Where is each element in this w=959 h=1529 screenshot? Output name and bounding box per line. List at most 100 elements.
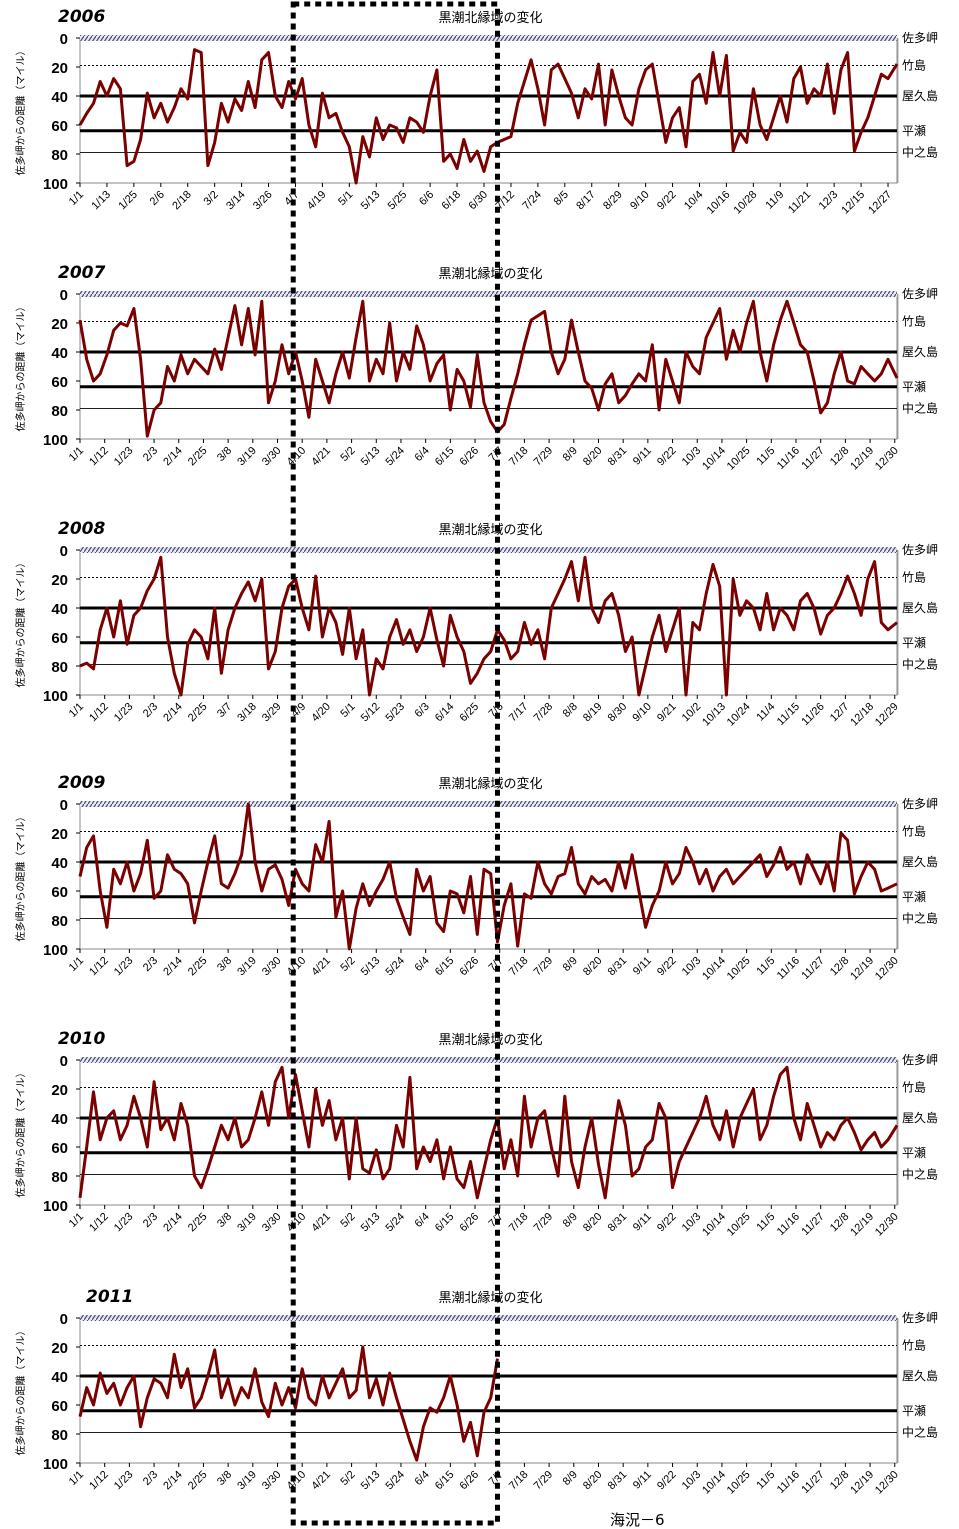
x-tick-label: 1/1 bbox=[67, 445, 86, 464]
ref-label-1: 竹島 bbox=[902, 824, 926, 839]
x-tick-label: 1/23 bbox=[112, 955, 136, 979]
x-tick-label: 5/2 bbox=[338, 1211, 357, 1230]
year-label: 2009 bbox=[58, 773, 105, 793]
ref-label-3: 平瀬 bbox=[902, 890, 926, 904]
x-tick-label: 2/3 bbox=[141, 955, 160, 974]
x-tick-label: 5/13 bbox=[359, 1211, 383, 1235]
y-tick-label: 60 bbox=[51, 118, 68, 135]
x-tick-label: 8/8 bbox=[561, 701, 580, 720]
x-tick-label: 11/15 bbox=[775, 701, 802, 728]
x-tick-label: 12/29 bbox=[873, 701, 901, 729]
x-tick-label: 3/30 bbox=[260, 445, 284, 469]
x-tick-label: 6/26 bbox=[458, 955, 482, 979]
chart-title: 黒潮北縁域の変化 bbox=[438, 1032, 542, 1048]
chart-title: 黒潮北縁域の変化 bbox=[438, 266, 542, 282]
series-line-2006 bbox=[78, 48, 899, 185]
x-tick-label: 10/4 bbox=[682, 189, 706, 213]
ref-line-0 bbox=[80, 801, 897, 807]
x-tick-label: 8/9 bbox=[561, 1469, 580, 1488]
ref-label-2: 屋久島 bbox=[902, 854, 938, 869]
x-tick-label: 6/6 bbox=[417, 189, 436, 208]
x-tick-label: 5/24 bbox=[383, 1469, 407, 1493]
x-tick-label: 8/20 bbox=[581, 445, 605, 469]
x-tick-label: 11/21 bbox=[786, 189, 813, 216]
x-tick-label: 9/22 bbox=[655, 445, 679, 469]
x-tick-label: 3/19 bbox=[235, 955, 259, 979]
ref-label-0: 佐多岬 bbox=[902, 1311, 938, 1325]
x-tick-label: 11/5 bbox=[754, 1211, 777, 1234]
y-tick-label: 40 bbox=[51, 1369, 68, 1386]
x-tick-label: 5/13 bbox=[359, 955, 383, 979]
x-tick-label: 3/7 bbox=[215, 701, 234, 720]
x-tick-label: 5/24 bbox=[383, 955, 407, 979]
x-tick-label: 1/23 bbox=[112, 701, 136, 725]
ref-label-1: 竹島 bbox=[902, 1338, 926, 1353]
y-tick-label: 60 bbox=[51, 884, 68, 901]
y-axis-label: 佐多岬からの距離（マイル） bbox=[14, 812, 27, 942]
x-tick-label: 7/17 bbox=[507, 701, 531, 725]
x-tick-label: 6/14 bbox=[433, 701, 457, 725]
x-tick-label: 7/29 bbox=[532, 1469, 556, 1493]
x-tick-label: 11/5 bbox=[754, 1469, 777, 1492]
x-tick-label: 10/25 bbox=[725, 1469, 753, 1497]
x-tick-label: 7/18 bbox=[507, 955, 531, 979]
series-line-2009 bbox=[78, 802, 898, 951]
x-tick-label: 6/26 bbox=[458, 445, 482, 469]
x-tick-label: 7/24 bbox=[520, 189, 544, 213]
year-label: 2011 bbox=[86, 1287, 133, 1307]
y-tick-label: 40 bbox=[51, 855, 68, 872]
ref-label-0: 佐多岬 bbox=[902, 31, 938, 45]
x-tick-label: 7/29 bbox=[532, 955, 556, 979]
x-tick-label: 5/12 bbox=[359, 701, 383, 725]
x-tick-label: 3/19 bbox=[235, 445, 259, 469]
y-tick-label: 0 bbox=[60, 1311, 68, 1328]
ref-label-4: 中之島 bbox=[902, 657, 938, 672]
x-tick-label: 9/22 bbox=[655, 1469, 679, 1493]
x-tick-label: 6/4 bbox=[412, 445, 431, 464]
x-tick-label: 8/31 bbox=[606, 1469, 630, 1493]
x-tick-label: 11/16 bbox=[775, 1469, 802, 1496]
y-tick-label: 80 bbox=[51, 1169, 68, 1186]
x-tick-label: 1/25 bbox=[116, 189, 140, 213]
plot-frame bbox=[79, 803, 898, 950]
y-tick-label: 0 bbox=[60, 31, 68, 48]
x-tick-label: 5/13 bbox=[359, 1469, 383, 1493]
x-tick-label: 8/31 bbox=[606, 955, 630, 979]
x-tick-label: 4/19 bbox=[305, 189, 329, 213]
x-tick-label: 3/8 bbox=[215, 445, 234, 464]
x-tick-label: 3/8 bbox=[215, 955, 234, 974]
x-tick-label: 5/2 bbox=[338, 955, 357, 974]
series-line-2008 bbox=[79, 555, 898, 697]
ref-label-3: 平瀬 bbox=[902, 380, 926, 394]
y-axis-label: 佐多岬からの距離（マイル） bbox=[14, 1068, 27, 1198]
x-tick-label: 12/19 bbox=[848, 955, 876, 983]
x-tick-label: 11/9 bbox=[763, 189, 786, 212]
x-tick-label: 3/30 bbox=[260, 1211, 284, 1235]
x-tick-label: 2/25 bbox=[186, 701, 210, 725]
x-tick-label: 2/25 bbox=[186, 445, 210, 469]
x-tick-label: 7/29 bbox=[532, 445, 556, 469]
y-tick-label: 80 bbox=[51, 403, 68, 420]
x-tick-label: 12/15 bbox=[839, 189, 867, 217]
ref-label-3: 平瀬 bbox=[902, 1146, 926, 1160]
ref-label-4: 中之島 bbox=[902, 1167, 938, 1182]
x-tick-label: 1/1 bbox=[67, 701, 86, 720]
x-tick-label: 6/3 bbox=[412, 701, 431, 720]
x-tick-label: 10/14 bbox=[700, 1469, 728, 1497]
y-tick-label: 40 bbox=[51, 601, 68, 618]
x-tick-label: 3/8 bbox=[215, 1469, 234, 1488]
y-tick-label: 80 bbox=[51, 1427, 68, 1444]
x-tick-label: 1/13 bbox=[89, 189, 113, 213]
highlight-dotted-box bbox=[290, 1, 500, 1526]
x-tick-label: 9/11 bbox=[631, 445, 654, 468]
x-tick-label: 10/25 bbox=[725, 445, 753, 473]
x-tick-label: 7/28 bbox=[532, 701, 556, 725]
x-tick-label: 8/29 bbox=[601, 189, 625, 213]
ref-label-2: 屋久島 bbox=[902, 1368, 938, 1383]
x-tick-label: 9/21 bbox=[655, 701, 679, 725]
ref-label-0: 佐多岬 bbox=[902, 797, 938, 811]
ref-label-2: 屋久島 bbox=[902, 600, 938, 615]
y-tick-label: 80 bbox=[51, 913, 68, 930]
x-tick-label: 10/28 bbox=[732, 189, 760, 217]
